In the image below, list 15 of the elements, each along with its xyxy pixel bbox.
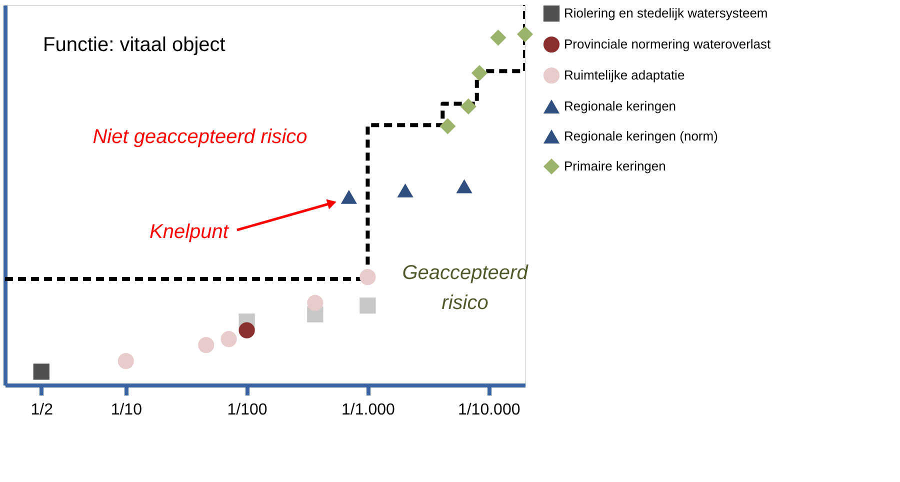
- legend-label: Provinciale normering wateroverlast: [564, 36, 772, 52]
- x-tick-label: 1/100: [227, 402, 268, 418]
- annotation: Functie: vitaal object: [43, 34, 226, 56]
- legend-label: Ruimtelijke adaptatie: [564, 68, 685, 82]
- legend-label: Riolering en stedelijk watersysteem: [564, 6, 768, 20]
- x-tick-label: 1/10: [110, 402, 142, 418]
- x-tick-label: 1/1.000: [342, 402, 395, 418]
- annotation: Knelpunt: [150, 221, 230, 243]
- annotation: Geaccepteerd risico: [402, 262, 529, 314]
- legend-label: Primaire keringen: [564, 158, 666, 174]
- legend-label: Regionale keringen: [564, 98, 676, 114]
- x-tick-label: 1/2: [30, 402, 54, 418]
- legend-label: Regionale keringen (norm): [564, 128, 718, 144]
- x-tick-label: 1/10.000: [458, 402, 520, 418]
- annotation: Niet geaccepteerd risico: [92, 126, 308, 148]
